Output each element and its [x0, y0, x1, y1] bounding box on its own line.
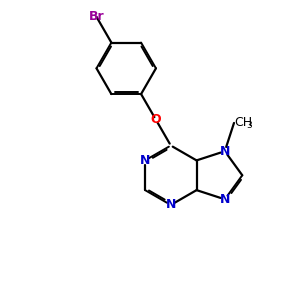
Text: N: N — [166, 199, 176, 212]
Text: N: N — [220, 145, 230, 158]
Text: N: N — [140, 154, 150, 167]
Text: 3: 3 — [247, 122, 252, 130]
Text: Br: Br — [89, 10, 104, 23]
Text: N: N — [220, 193, 230, 206]
Text: O: O — [151, 113, 161, 126]
Text: CH: CH — [234, 116, 252, 130]
